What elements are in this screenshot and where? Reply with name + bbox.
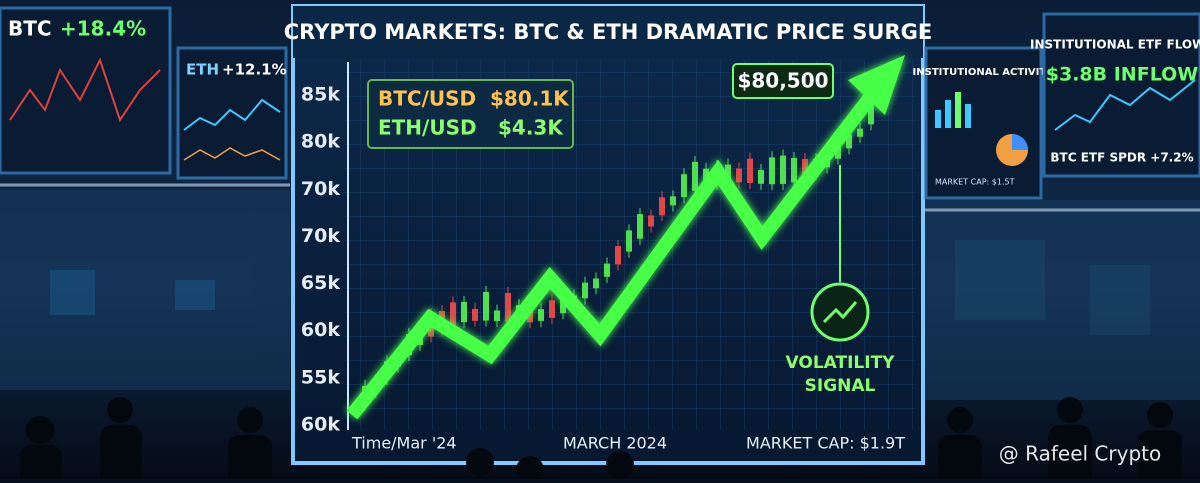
screen-label: BTC (8, 17, 52, 41)
main-screen: CRYPTO MARKETS: BTC & ETH DRAMATIC PRICE… (284, 4, 932, 465)
screen-title: INSTITUTIONAL ACTIVITY (913, 67, 1055, 78)
candle-body (769, 157, 775, 185)
surge-arrow (346, 90, 878, 420)
candle-body (549, 300, 555, 318)
candle-body (582, 282, 588, 299)
candle-body (648, 215, 654, 227)
office-background (0, 183, 1200, 400)
candle-body (780, 155, 786, 184)
axis-label: 55k (301, 366, 340, 388)
left-screen-eth: ETH +12.1% (176, 46, 288, 180)
candle-body (670, 196, 676, 206)
callout-price: $80,500 (737, 69, 828, 93)
axis-label: 85k (301, 84, 340, 106)
candle-body (450, 302, 456, 326)
axis-label: 60k (301, 414, 340, 436)
axis-label: 80k (301, 131, 340, 153)
candle-body (604, 263, 610, 277)
candle-body (615, 246, 621, 265)
candle-body (593, 278, 599, 289)
screen-change: +12.1% (222, 61, 287, 79)
footer-left: Time/Mar '24 (351, 434, 457, 453)
candle-body (868, 103, 874, 125)
left-screen-btc: BTC +18.4% (0, 6, 172, 175)
candle-body (461, 301, 467, 323)
screen-label: ETH (186, 61, 219, 79)
watermark: @ Rafeel Crypto (999, 442, 1161, 466)
candle-body (483, 291, 489, 321)
price-value: $80.1K (490, 87, 570, 111)
candle-body (637, 214, 643, 239)
candle-body (725, 164, 731, 183)
axis-label: 60k (301, 319, 340, 341)
right-screen-activity: INSTITUTIONAL ACTIVITY MARKET CAP: $1.5T (913, 46, 1055, 200)
candle-body (659, 197, 665, 216)
etf-fund: BTC ETF SPDR +7.2% (1050, 151, 1193, 165)
people-silhouettes (20, 397, 1182, 483)
axis-label: 65k (301, 272, 340, 294)
price-value: $4.3K (498, 116, 564, 140)
candle-body (747, 158, 753, 184)
candle-body (857, 128, 863, 137)
screen-change: +18.4% (60, 17, 146, 41)
candle-body (472, 308, 478, 321)
candle-body (692, 161, 698, 191)
axis-label: 70k (301, 178, 340, 200)
candle-body (802, 158, 808, 180)
candle-body (846, 134, 852, 149)
price-pair: BTC/USD (378, 87, 476, 111)
candle-body (681, 174, 687, 198)
right-screen-etf: INSTITUTIONAL ETF FLOWS $3.8B INFLOW BTC… (1030, 12, 1200, 178)
axis-label: 70k (301, 225, 340, 247)
candle-body (758, 169, 764, 184)
screen-note: MARKET CAP: $1.5T (935, 178, 1015, 187)
main-title: CRYPTO MARKETS: BTC & ETH DRAMATIC PRICE… (284, 20, 932, 44)
etf-inflow: $3.8B INFLOW (1046, 64, 1199, 86)
signal-label: SIGNAL (805, 376, 876, 396)
footer-center: MARCH 2024 (563, 434, 667, 453)
arrow-head (848, 55, 905, 115)
candle-body (626, 230, 632, 252)
candle-body (736, 168, 742, 183)
candle-body (494, 310, 500, 322)
footer-right: MARKET CAP: $1.9T (746, 434, 905, 453)
screen-title: INSTITUTIONAL ETF FLOWS (1030, 38, 1200, 52)
price-pair: ETH/USD (378, 116, 477, 140)
signal-label: VOLATILITY (786, 353, 896, 373)
axis-labels: 85k 80k 70k 70k 65k 60k 55k 60k (301, 84, 340, 436)
candle-body (505, 292, 511, 322)
candle-body (791, 157, 797, 183)
candle-body (538, 309, 544, 321)
